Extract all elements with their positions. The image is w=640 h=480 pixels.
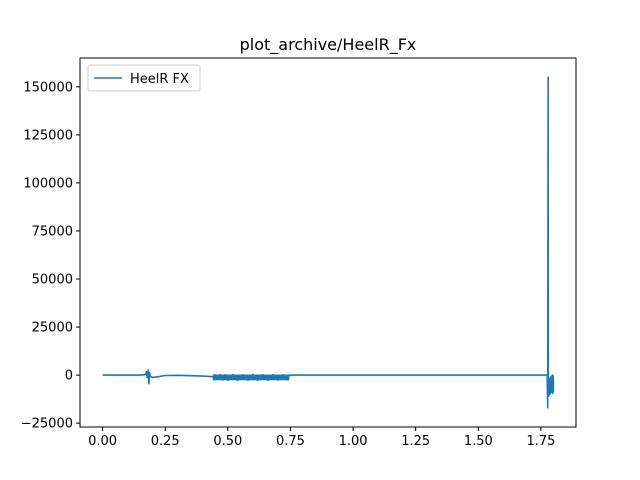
x-tick-label: 1.00 [339, 434, 368, 449]
y-tick-label: 50000 [32, 273, 73, 288]
legend-box [87, 64, 201, 92]
x-tick-label: 0.00 [88, 434, 117, 449]
plot-frame [79, 57, 577, 428]
x-axis: 0.00 0.25 0.50 0.75 1.00 1.25 1.50 1.75 [88, 427, 555, 449]
y-tick-label: 150000 [23, 80, 73, 95]
y-tick-label: 0 [65, 369, 73, 384]
x-tick-label: 1.75 [526, 434, 555, 449]
y-tick-label: −25000 [21, 417, 73, 432]
y-tick-label: 75000 [32, 224, 73, 239]
y-tick-label: 100000 [23, 176, 73, 191]
x-tick-label: 1.50 [464, 434, 493, 449]
y-tick-label: 25000 [32, 321, 73, 336]
series-dense-band [212, 374, 290, 381]
plot-area [79, 57, 577, 428]
y-axis: −25000 0 25000 50000 75000 100000 125000 150000 [21, 80, 80, 432]
x-tick-label: 0.25 [151, 434, 180, 449]
y-tick-label: 125000 [23, 128, 73, 143]
series-layer [102, 76, 555, 409]
legend-label: HeelR FX [130, 72, 189, 87]
legend: HeelR FX [87, 64, 201, 92]
chart-title: plot_archive/HeelR_Fx [240, 35, 417, 55]
x-tick-label: 1.25 [401, 434, 430, 449]
x-tick-label: 0.50 [213, 434, 242, 449]
x-tick-label: 0.75 [276, 434, 305, 449]
